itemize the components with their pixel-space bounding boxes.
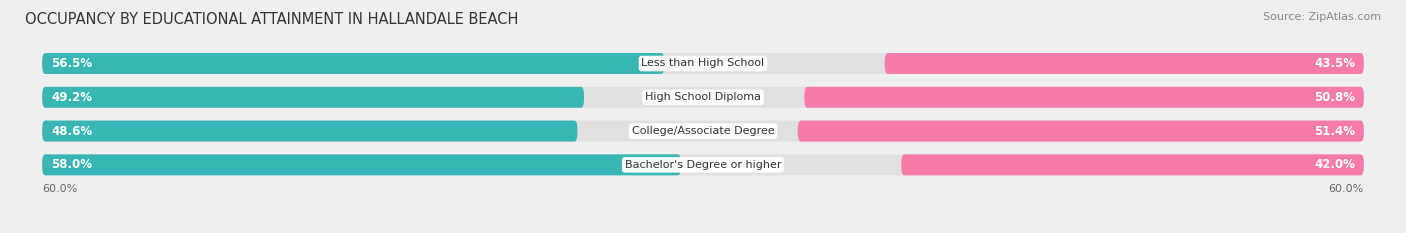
FancyBboxPatch shape — [42, 154, 681, 175]
FancyBboxPatch shape — [42, 121, 578, 141]
FancyBboxPatch shape — [804, 87, 1364, 108]
FancyBboxPatch shape — [884, 53, 1364, 74]
FancyBboxPatch shape — [797, 121, 1364, 141]
Text: 60.0%: 60.0% — [1329, 184, 1364, 194]
Text: 43.5%: 43.5% — [1315, 57, 1355, 70]
FancyBboxPatch shape — [42, 121, 1364, 141]
Text: 60.0%: 60.0% — [42, 184, 77, 194]
FancyBboxPatch shape — [42, 53, 1364, 74]
Text: Source: ZipAtlas.com: Source: ZipAtlas.com — [1263, 12, 1381, 22]
Text: College/Associate Degree: College/Associate Degree — [631, 126, 775, 136]
Text: 58.0%: 58.0% — [51, 158, 91, 171]
FancyBboxPatch shape — [901, 154, 1364, 175]
FancyBboxPatch shape — [42, 87, 1364, 108]
FancyBboxPatch shape — [42, 154, 1364, 175]
Text: High School Diploma: High School Diploma — [645, 92, 761, 102]
Text: Less than High School: Less than High School — [641, 58, 765, 69]
Text: OCCUPANCY BY EDUCATIONAL ATTAINMENT IN HALLANDALE BEACH: OCCUPANCY BY EDUCATIONAL ATTAINMENT IN H… — [25, 12, 519, 27]
FancyBboxPatch shape — [42, 53, 665, 74]
Text: Bachelor's Degree or higher: Bachelor's Degree or higher — [624, 160, 782, 170]
Text: 56.5%: 56.5% — [51, 57, 93, 70]
Text: 42.0%: 42.0% — [1315, 158, 1355, 171]
Text: 51.4%: 51.4% — [1315, 125, 1355, 137]
Text: 48.6%: 48.6% — [51, 125, 93, 137]
FancyBboxPatch shape — [42, 87, 583, 108]
Text: 49.2%: 49.2% — [51, 91, 91, 104]
Text: 50.8%: 50.8% — [1315, 91, 1355, 104]
